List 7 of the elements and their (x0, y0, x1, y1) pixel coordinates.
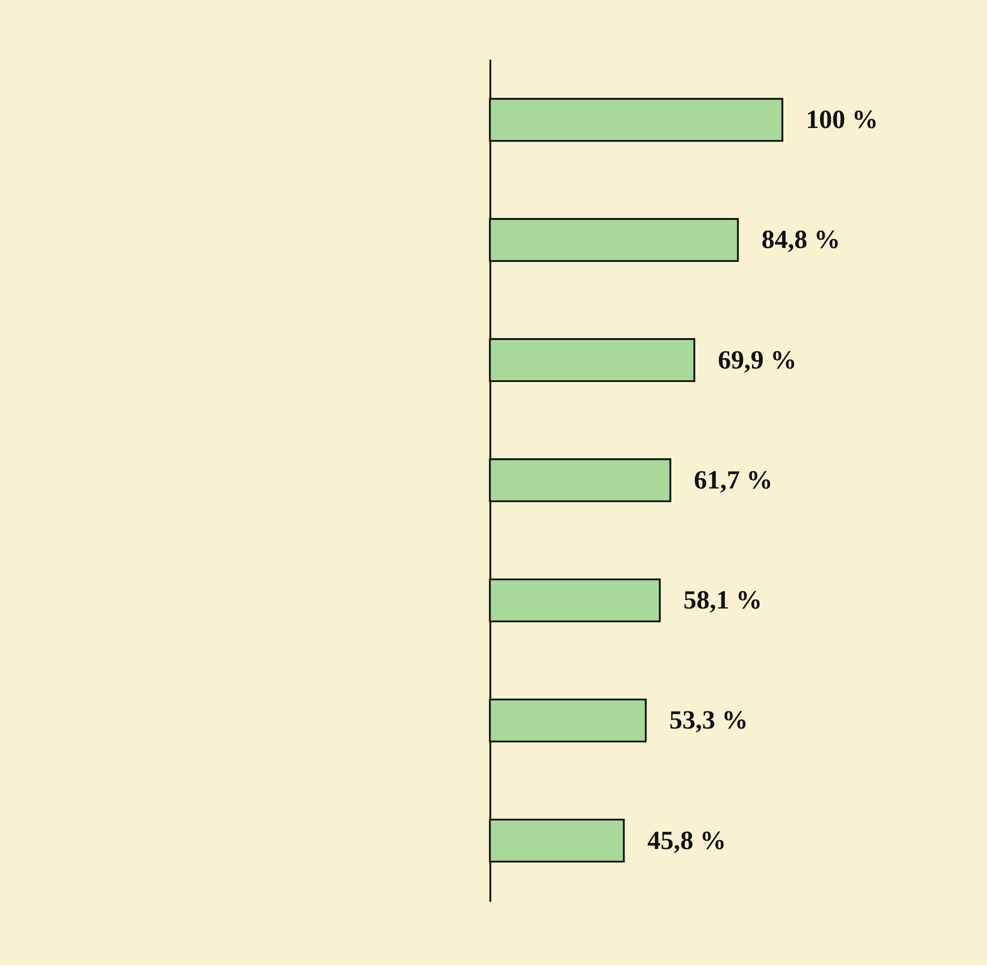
data-label: 58,1 % (683, 586, 762, 615)
data-label: 69,9 % (718, 345, 797, 374)
data-label: 53,3 % (669, 706, 748, 735)
data-label: 100 % (806, 104, 878, 134)
data-label: 45,8 % (647, 826, 726, 855)
data-label: 61,7 % (694, 465, 773, 494)
data-label: 84,8 % (761, 225, 840, 254)
